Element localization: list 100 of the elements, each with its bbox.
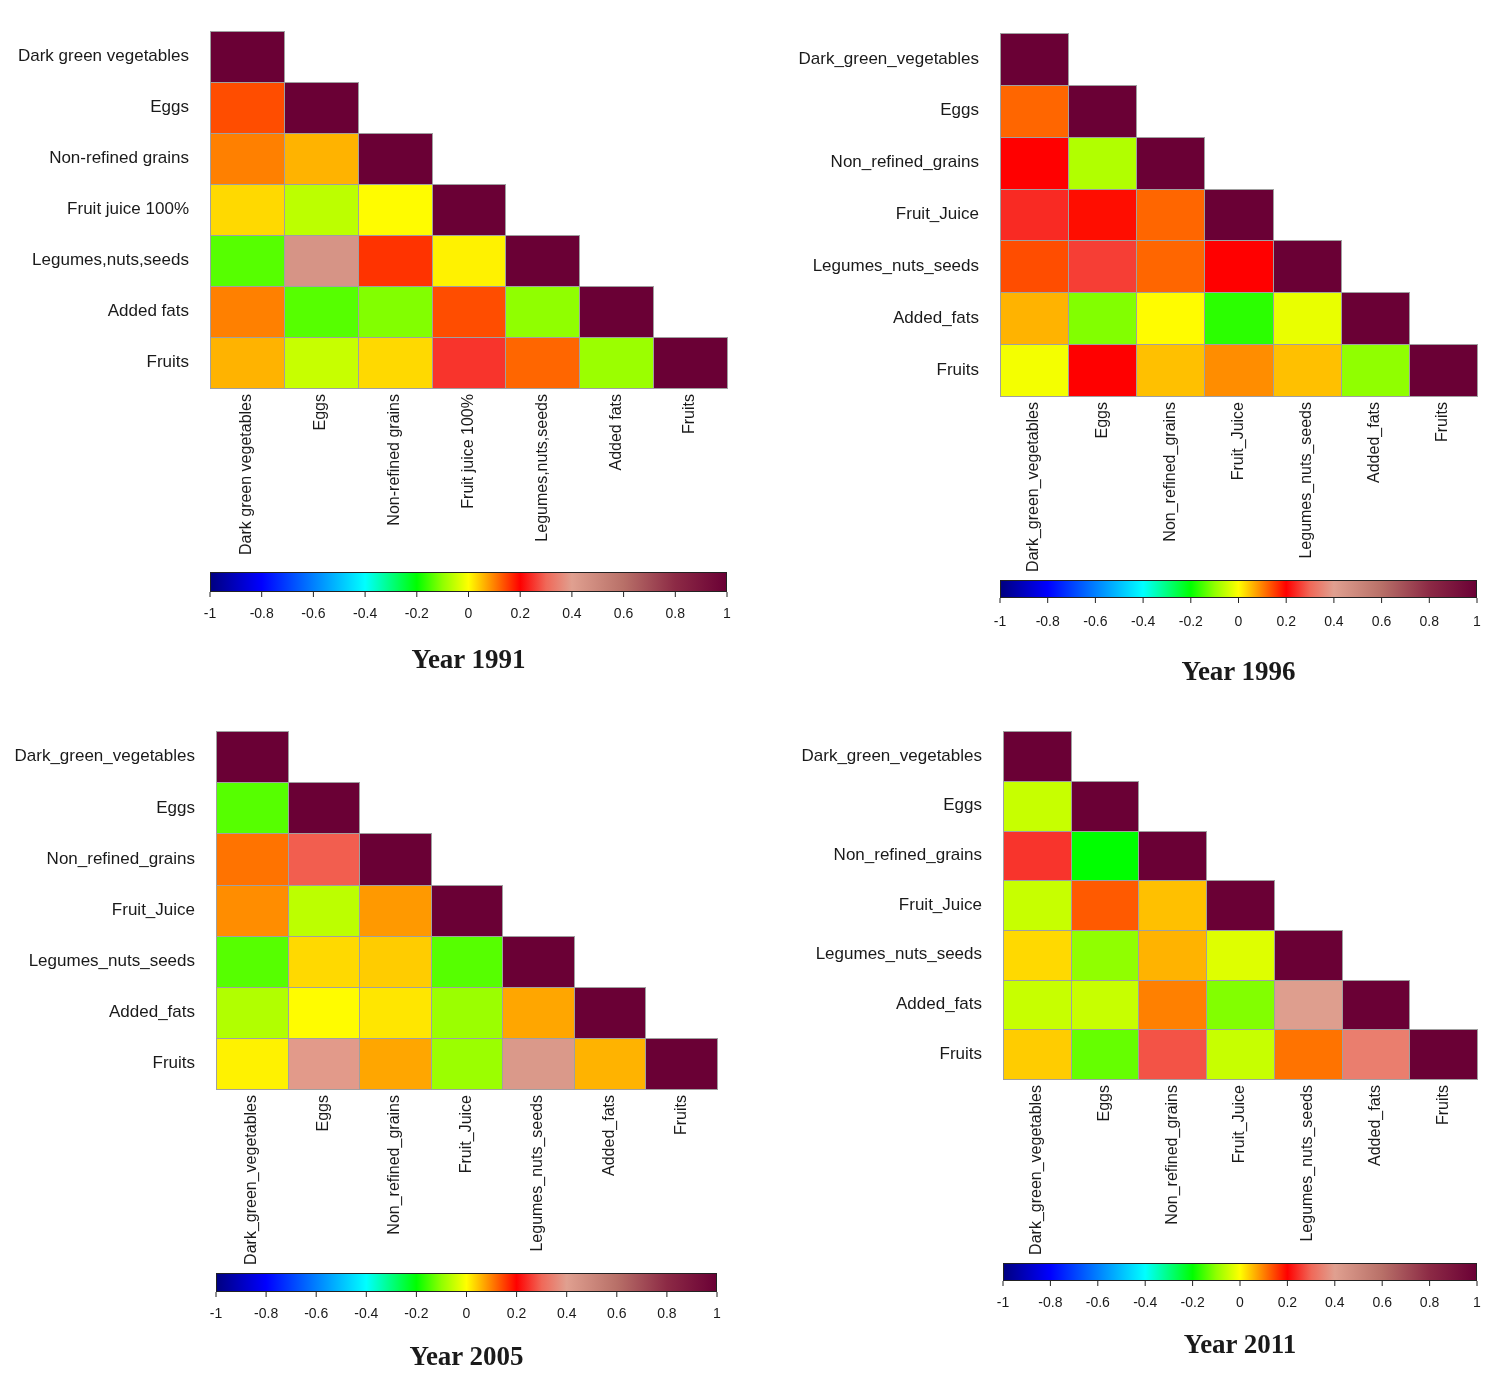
color-bar-label: -0.4 (1133, 1293, 1158, 1310)
color-bar-label: -0.2 (1178, 612, 1204, 629)
color-bar-label: -0.8 (254, 1304, 279, 1321)
color-bar-label: 0.2 (1276, 612, 1297, 629)
color-bar-label: 0 (1236, 1293, 1245, 1310)
color-bar-label: -0.6 (301, 604, 326, 621)
y-tick-label: Dark_green_vegetables (14, 746, 195, 766)
y-tick-label: Fruit juice 100% (67, 199, 189, 219)
y-tick-label: Fruit_Juice (895, 204, 979, 224)
x-tick-label: Added_fats (1365, 402, 1384, 483)
x-tick-label: Eggs (313, 1095, 331, 1132)
color-bar-label: -0.8 (1038, 1293, 1063, 1310)
color-bar-label: 0 (1234, 612, 1243, 629)
color-bar-label: -0.4 (354, 1304, 379, 1321)
x-tick-label: Fruits (1433, 402, 1451, 442)
color-bar-label: 0 (462, 1304, 471, 1321)
color-bar-label: 0 (464, 604, 473, 621)
color-bar-label: 0.8 (665, 604, 686, 621)
y-tick-label: Non-refined grains (49, 148, 189, 168)
y-tick-label: Eggs (943, 795, 982, 815)
y-tick-label: Legumes_nuts_seeds (815, 944, 982, 964)
color-bar-label: 0.4 (1325, 1293, 1345, 1310)
y-tick-label: Non_refined_grains (830, 152, 979, 172)
x-tick-label: Non_refined_grains (1160, 402, 1179, 542)
color-bar-label: 1 (713, 1304, 722, 1321)
color-bar-label: 0.6 (1372, 1293, 1393, 1310)
color-bar-label: 0.6 (1371, 612, 1392, 629)
x-tick-label: Fruits (671, 1095, 689, 1135)
color-bar-label: 0.4 (1324, 612, 1344, 629)
color-bar-label: 0.8 (657, 1304, 677, 1321)
color-bar-label: -0.8 (1035, 612, 1060, 629)
x-tick-label: Non-refined grains (385, 394, 403, 526)
y-tick-label: Non_refined_grains (833, 845, 982, 865)
color-bar-label: 0.2 (510, 604, 531, 621)
color-bar-label: 0.8 (1419, 1293, 1440, 1310)
color-bar-label: 0.8 (1419, 612, 1440, 629)
color-bar-label: 0.6 (613, 604, 634, 621)
text: Year 1991 (411, 643, 526, 674)
color-bar-label: -1 (993, 612, 1007, 629)
x-tick-label: Fruit juice 100% (458, 394, 476, 509)
x-tick-label: Fruit_Juice (456, 1094, 475, 1174)
color-bar-label: 0.2 (1277, 1293, 1298, 1310)
x-tick-label: Non_refined_grains (1162, 1085, 1181, 1225)
y-tick-label: Fruit_Juice (898, 894, 982, 914)
color-bar-label: -0.8 (249, 604, 274, 621)
y-tick-label: Fruits (146, 352, 189, 372)
y-tick-label: Added_fats (108, 1002, 195, 1022)
color-bar-label: -0.2 (1180, 1293, 1205, 1310)
y-tick-label: Eggs (150, 97, 189, 117)
color-bar-label: 0.6 (607, 1304, 627, 1321)
color-bar-label: -1 (996, 1293, 1010, 1310)
y-tick-label: Added_fats (892, 307, 979, 327)
text: Year 1996 (1181, 655, 1296, 686)
color-bar-label: -0.2 (404, 1304, 429, 1321)
color-bar-label: 0.4 (556, 1304, 577, 1321)
y-tick-label: Fruits (939, 1043, 982, 1063)
x-tick-label: Added fats (606, 394, 624, 471)
x-tick-label: Legumes_nuts_seeds (1297, 402, 1316, 559)
color-bar-label: -0.6 (1083, 612, 1108, 629)
y-tick-label: Legumes_nuts_seeds (28, 950, 195, 970)
color-bar-label: -0.2 (404, 604, 430, 621)
x-tick-label: Legumes_nuts_seeds (1298, 1085, 1317, 1242)
x-tick-label: Fruit_Juice (1228, 401, 1247, 481)
x-tick-label: Added_fats (1365, 1085, 1384, 1166)
color-bar-label: -1 (209, 1304, 223, 1321)
y-tick-label: Fruit_Juice (111, 899, 195, 919)
color-bar-label: 1 (723, 604, 732, 621)
x-tick-label: Fruit_Juice (1230, 1084, 1249, 1164)
y-tick-label: Legumes,nuts,seeds (32, 250, 189, 270)
y-tick-label: Dark green vegetables (17, 46, 189, 66)
x-tick-label: Fruits (1433, 1085, 1451, 1125)
x-tick-label: Eggs (1092, 402, 1110, 439)
y-tick-label: Legumes_nuts_seeds (812, 256, 979, 276)
x-tick-label: Eggs (1094, 1085, 1112, 1122)
y-tick-label: Eggs (940, 100, 979, 120)
color-bar-label: -0.4 (353, 604, 378, 621)
color-bar-label: -0.6 (304, 1304, 329, 1321)
x-tick-label: Legumes,nuts,seeds (532, 394, 550, 542)
text: Year 2005 (409, 1340, 524, 1371)
color-bar-label: -0.6 (1085, 1293, 1111, 1310)
y-tick-label: Eggs (156, 797, 195, 817)
color-bar-label: 0.2 (506, 1304, 527, 1321)
color-bar-label: 0.4 (562, 604, 582, 621)
x-tick-label: Added_fats (600, 1095, 619, 1176)
y-tick-label: Dark_green_vegetables (798, 48, 979, 68)
color-bar-label: 1 (1473, 1293, 1482, 1310)
y-tick-label: Added fats (107, 301, 189, 321)
y-tick-label: Fruits (152, 1053, 195, 1073)
x-tick-label: Non_refined_grains (385, 1095, 404, 1235)
y-tick-label: Non_refined_grains (46, 848, 195, 868)
y-tick-label: Dark_green_vegetables (801, 745, 982, 765)
color-bar-label: -0.4 (1131, 612, 1156, 629)
y-tick-label: Fruits (936, 359, 979, 379)
color-bar-label: -1 (203, 604, 217, 621)
x-tick-label: Legumes_nuts_seeds (528, 1095, 547, 1252)
color-bar-label: 1 (1473, 612, 1482, 629)
x-tick-label: Eggs (311, 394, 329, 431)
x-tick-label: Fruits (680, 394, 698, 434)
y-tick-label: Added_fats (895, 994, 982, 1014)
text: Year 2011 (1183, 1328, 1297, 1359)
